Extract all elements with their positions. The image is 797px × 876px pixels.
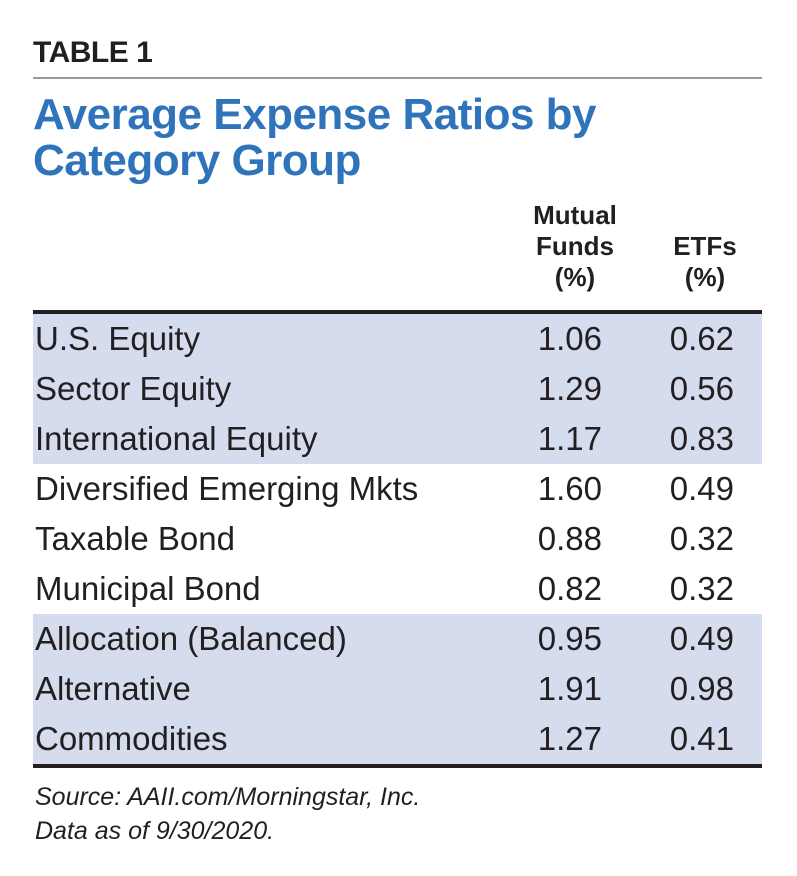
header-line: Funds xyxy=(536,231,614,261)
cell-value: 1.17 xyxy=(537,420,602,457)
row-label: Allocation (Balanced) xyxy=(35,620,347,657)
table-row: Alternative 1.91 0.98 xyxy=(33,664,762,714)
cell-value: 0.32 xyxy=(669,570,734,607)
cell-value: 0.56 xyxy=(669,370,734,407)
table-row: Allocation (Balanced) 0.95 0.49 xyxy=(33,614,762,664)
table-row: Taxable Bond 0.88 0.32 xyxy=(33,514,762,564)
table-row: Sector Equity 1.29 0.56 xyxy=(33,364,762,414)
table-row: Commodities 1.27 0.41 xyxy=(33,714,762,764)
row-label: Sector Equity xyxy=(35,370,232,407)
row-label: U.S. Equity xyxy=(35,320,201,357)
table-title: Average Expense Ratios by Category Group xyxy=(33,90,597,185)
table-row: U.S. Equity 1.06 0.62 xyxy=(33,314,762,364)
table-row: Municipal Bond 0.82 0.32 xyxy=(33,564,762,614)
row-label: Diversified Emerging Mkts xyxy=(35,470,419,507)
cell-value: 1.27 xyxy=(537,720,602,757)
rule xyxy=(33,310,762,314)
row-label: Alternative xyxy=(35,670,191,707)
column-header: Mutual Funds (%) xyxy=(520,200,630,293)
table-label: TABLE 1 xyxy=(33,36,153,69)
row-label: Taxable Bond xyxy=(35,520,235,557)
table-row: International Equity 1.17 0.83 xyxy=(33,414,762,464)
table-row: Diversified Emerging Mkts 1.60 0.49 xyxy=(33,464,762,514)
cell-value: 1.29 xyxy=(537,370,602,407)
row-label: International Equity xyxy=(35,420,318,457)
header-line: Mutual xyxy=(533,200,617,230)
header-line: ETFs xyxy=(673,231,737,261)
cell-value: 0.62 xyxy=(669,320,734,357)
cell-value: 0.98 xyxy=(669,670,734,707)
header-line: (%) xyxy=(684,262,726,292)
cell-value: 0.83 xyxy=(669,420,734,457)
cell-value: 1.60 xyxy=(537,470,602,507)
cell-value: 0.49 xyxy=(669,470,734,507)
cell-value: 0.88 xyxy=(537,520,602,557)
footnote-line: Data as of 9/30/2020. xyxy=(35,817,275,845)
cell-value: 1.91 xyxy=(537,670,602,707)
row-label: Municipal Bond xyxy=(35,570,261,607)
cell-value: 0.41 xyxy=(669,720,734,757)
header-line: (%) xyxy=(554,262,596,292)
row-label: Commodities xyxy=(35,720,228,757)
cell-value: 0.49 xyxy=(669,620,734,657)
cell-value: 0.32 xyxy=(669,520,734,557)
table: U.S. Equity 1.06 0.62 Sector Equity 1.29 0.56… xyxy=(33,314,762,764)
column-header: ETFs (%) xyxy=(655,231,755,293)
cell-value: 0.82 xyxy=(537,570,602,607)
rule xyxy=(33,764,762,768)
footnote: Source: AAII.com/Morningstar, Inc. Data a… xyxy=(35,780,420,848)
cell-value: 1.06 xyxy=(537,320,602,357)
footnote-line: Source: AAII.com/Morningstar, Inc. xyxy=(35,783,421,811)
cell-value: 0.95 xyxy=(537,620,602,657)
rule xyxy=(33,77,762,79)
